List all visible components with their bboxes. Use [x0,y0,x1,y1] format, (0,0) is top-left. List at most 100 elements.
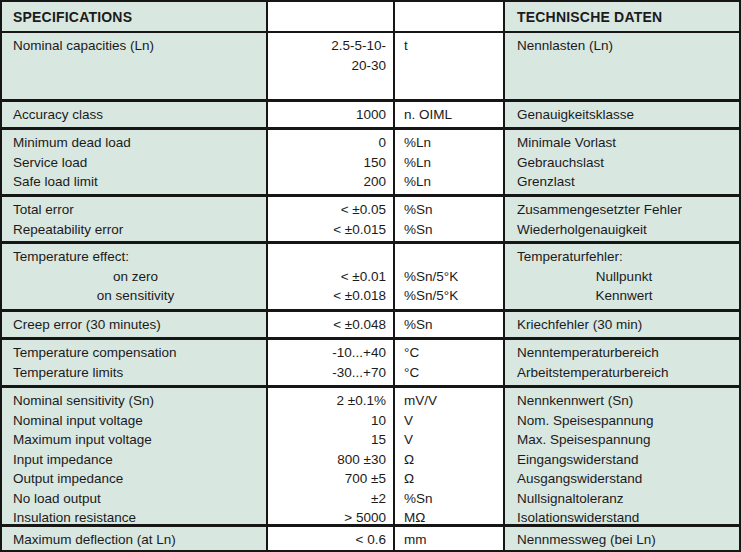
spec-cell: Temperature compensationTemperature limi… [2,340,268,385]
value-line: < ±0.015 [276,220,386,240]
unit-line: °C [404,363,495,383]
value-line: 1000 [276,105,386,125]
german-line: Kriechfehler (30 min) [517,315,731,335]
unit-line: Ω [404,450,495,470]
table-row-nominal-capacities: Nominal capacities (Ln) 2.5-5-10-20-30 t Ne… [2,33,739,99]
value-line: ±2 [276,489,386,509]
spec-line: Total error [13,200,258,220]
spec-line: Minimum dead load [13,133,258,153]
value-line: < ±0.048 [276,315,386,335]
value-cell: 1000 [268,102,395,127]
table-row-creep-error: Creep error (30 minutes) < ±0.048 %Sn Kriec… [2,309,739,337]
german-line: Arbeitstemperaturbereich [517,363,731,383]
german-line: Kennwert [517,286,731,306]
table-row-temperature-ranges: Temperature compensationTemperature limi… [2,337,739,385]
specifications-title: SPECIFICATIONS [13,8,258,28]
unit-line: %Sn/5°K [404,267,495,287]
unit-cell: mm [395,527,505,550]
value-line: 10 [276,411,386,431]
unit-line: %Sn/5°K [404,286,495,306]
unit-line: mV/V [404,391,495,411]
spec-line: on zero [13,267,258,287]
table-row-load-limits: Minimum dead loadService loadSafe load l… [2,127,739,194]
spec-line: Service load [13,153,258,173]
spec-line: Accuracy class [13,105,258,125]
value-line: -10...+40 [276,343,386,363]
unit-line: n. OIML [404,105,495,125]
spec-line: Temperature compensation [13,343,258,363]
unit-line: %Ln [404,172,495,192]
header-cell-unit-empty [395,2,505,31]
spec-line: on sensitivity [13,286,258,306]
unit-cell: %Ln%Ln%Ln [395,130,505,194]
german-cell: Nennmessweg (bei Ln) [505,527,739,550]
german-line: Nom. Speisespannung [517,411,731,431]
spec-cell: Creep error (30 minutes) [2,312,268,337]
spec-line: Safe load limit [13,172,258,192]
value-cell: 0150200 [268,130,395,194]
unit-line: %Ln [404,153,495,173]
german-cell: Zusammengesetzter FehlerWiederholgenauig… [505,197,739,241]
value-cell: < 0.6 [268,527,395,550]
value-cell: < ±0.01< ±0.018 [268,244,395,309]
german-line: Nennkennwert (Sn) [517,391,731,411]
unit-cell: %Sn/5°K%Sn/5°K [395,244,505,309]
spec-line: Maximum deflection (at Ln) [13,530,258,550]
german-line: Temperaturfehler: [517,247,731,267]
german-line: Nullsignaltoleranz [517,489,731,509]
value-cell: < ±0.05< ±0.015 [268,197,395,241]
spec-cell: Total errorRepeatability error [2,197,268,241]
spec-line: Insulation resistance [13,508,258,524]
value-line: < 0.6 [276,530,386,550]
table-row-errors: Total errorRepeatability error< ±0.05< ±… [2,194,739,241]
value-line: 20-30 [276,56,386,76]
unit-line: MΩ [404,508,495,524]
table-row-accuracy-class: Accuracy class 1000 n. OIML Genauigkeitskla… [2,99,739,127]
unit-cell: %Sn [395,312,505,337]
value-cell: 2.5-5-10-20-30 [268,33,395,99]
header-cell-technische-daten: TECHNISCHE DATEN [505,2,739,31]
unit-line: V [404,411,495,431]
table-header-row: SPECIFICATIONS TECHNISCHE DATEN [2,2,739,33]
spec-cell: Accuracy class [2,102,268,127]
german-line: Ausgangswiderstand [517,469,731,489]
german-line: Wiederholgenauigkeit [517,220,731,240]
value-cell: < ±0.048 [268,312,395,337]
spec-cell: Minimum dead loadService loadSafe load l… [2,130,268,194]
unit-cell: %Sn%Sn [395,197,505,241]
value-line: 2 ±0.1% [276,391,386,411]
value-line: 150 [276,153,386,173]
unit-line: %Sn [404,489,495,509]
value-line: < ±0.018 [276,286,386,306]
german-cell: Kriechfehler (30 min) [505,312,739,337]
unit-line [404,247,495,267]
unit-line: %Ln [404,133,495,153]
spec-line: Nominal sensitivity (Sn) [13,391,258,411]
spec-line: Nominal input voltage [13,411,258,431]
german-cell: Nennlasten (Ln) [505,33,739,99]
technische-daten-title: TECHNISCHE DATEN [517,8,731,28]
spec-line: Nominal capacities (Ln) [13,36,258,56]
unit-line: V [404,430,495,450]
spec-line: Temperature limits [13,363,258,383]
german-line: Genauigkeitsklasse [517,105,731,125]
german-line: Nennmessweg (bei Ln) [517,530,731,550]
spec-cell: Temperature effect:on zeroon sensitivity [2,244,268,309]
unit-line: t [404,36,495,56]
spec-line: No load output [13,489,258,509]
german-line: Max. Speisespannung [517,430,731,450]
german-cell: Genauigkeitsklasse [505,102,739,127]
german-line: Nullpunkt [517,267,731,287]
german-line: Gebrauchslast [517,153,731,173]
german-cell: Nennkennwert (Sn)Nom. SpeisespannungMax.… [505,388,739,524]
unit-line: °C [404,343,495,363]
spec-line: Output impedance [13,469,258,489]
value-line: 2.5-5-10- [276,36,386,56]
value-line: -30...+70 [276,363,386,383]
german-cell: NenntemperaturbereichArbeitstemperaturbe… [505,340,739,385]
spec-line: Creep error (30 minutes) [13,315,258,335]
specifications-table: SPECIFICATIONS TECHNISCHE DATEN Nominal … [0,0,741,552]
unit-cell: t [395,33,505,99]
german-line: Minimale Vorlast [517,133,731,153]
german-cell: Minimale VorlastGebrauchslastGrenzlast [505,130,739,194]
